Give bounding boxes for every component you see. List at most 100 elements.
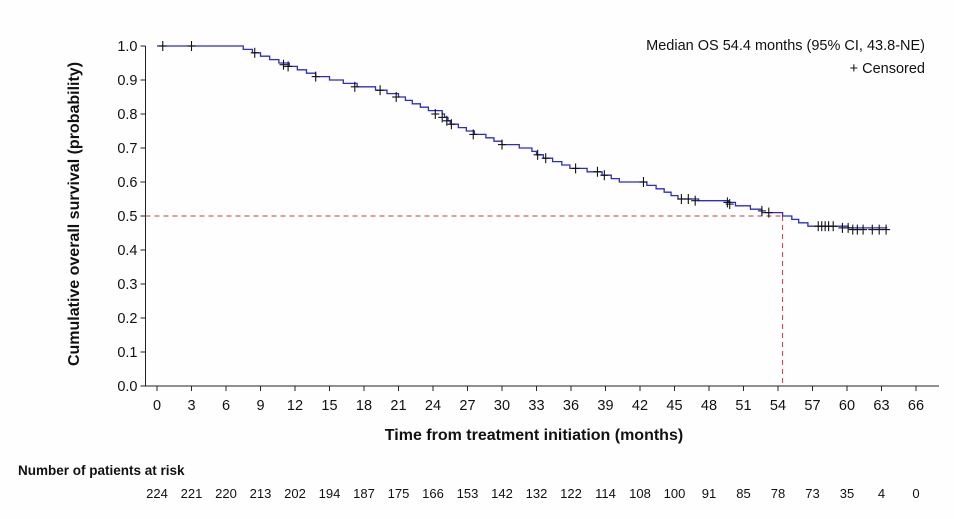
y-tick-label: 0.6 [117, 175, 137, 191]
median-reference-lines [145, 215, 784, 386]
risk-value: 4 [878, 486, 885, 501]
censored-marker [533, 149, 542, 160]
censored-marker [498, 139, 506, 150]
x-tick-label: 39 [597, 398, 613, 414]
y-tick-label: 0.4 [117, 243, 137, 259]
censored-marker [541, 153, 550, 164]
x-tick-label: 54 [770, 398, 786, 414]
x-axis-title: Time from treatment initiation (months) [385, 427, 683, 444]
x-tick-label: 18 [356, 398, 372, 414]
risk-value: 220 [215, 486, 237, 501]
censored-marker [447, 119, 456, 130]
risk-value: 202 [284, 486, 306, 501]
risk-value: 91 [702, 486, 716, 501]
x-tick-label: 63 [873, 398, 889, 414]
censored-marker [844, 222, 853, 233]
risk-table-title: Number of patients at risk [18, 463, 185, 478]
x-tick-label: 48 [701, 398, 717, 414]
x-tick-label: 60 [839, 398, 855, 414]
censored-marker [639, 177, 648, 187]
censored-marker [691, 195, 700, 206]
risk-value: 221 [181, 486, 203, 501]
risk-value: 0 [912, 486, 919, 501]
censored-marker [677, 194, 686, 204]
y-tick-label: 0.9 [117, 73, 137, 89]
censored-marker [284, 61, 293, 72]
x-tick-label: 42 [632, 398, 648, 414]
y-tick-label: 0.2 [117, 311, 137, 327]
chart-annotation-median: Median OS 54.4 months (95% CI, 43.8-NE) [646, 38, 925, 54]
risk-value: 78 [771, 486, 785, 501]
x-tick-label: 66 [908, 398, 924, 414]
risk-value: 114 [595, 486, 616, 501]
x-tick-label: 15 [321, 398, 337, 414]
risk-value: 85 [736, 486, 750, 501]
x-tick-label: 51 [735, 398, 751, 414]
censored-marker [187, 41, 196, 51]
censored-marker [859, 224, 868, 235]
y-tick-label: 0.7 [117, 141, 137, 157]
x-tick-label: 3 [187, 398, 195, 414]
risk-value: 153 [457, 486, 479, 501]
censored-marker [442, 115, 451, 126]
censored-marker [438, 112, 447, 123]
risk-value: 166 [422, 486, 444, 501]
censored-marker [868, 224, 877, 235]
censored-marker [376, 85, 385, 96]
censored-marker [392, 92, 401, 102]
x-tick-label: 33 [528, 398, 544, 414]
censored-marker [350, 81, 359, 92]
y-tick-label: 0.8 [117, 107, 137, 123]
censored-marker [158, 41, 167, 51]
y-axis-title: Cumulative overall survival (probability… [66, 62, 83, 366]
x-tick-label: 30 [494, 398, 510, 414]
x-tick-label: 9 [256, 398, 264, 414]
censored-markers [158, 41, 891, 235]
x-tick-label: 0 [153, 398, 161, 414]
survival-curve [157, 45, 888, 229]
risk-value: 142 [491, 486, 513, 501]
x-tick-label: 6 [222, 398, 230, 414]
x-tick-label: 24 [425, 398, 441, 414]
risk-value: 187 [353, 486, 375, 501]
risk-value: 213 [250, 486, 272, 501]
risk-value: 132 [526, 486, 548, 501]
censored-marker [600, 170, 609, 181]
censored-marker [684, 194, 693, 204]
risk-value: 73 [805, 486, 819, 501]
censored-marker [311, 71, 320, 82]
plot-axes: 0.00.10.20.30.40.50.60.70.80.91.00 3 6 9 12 1… [117, 39, 939, 414]
y-tick-label: 1.0 [117, 39, 137, 55]
censored-marker [469, 129, 478, 140]
x-tick-label: 27 [459, 398, 475, 414]
censored-marker [875, 224, 884, 235]
risk-value: 194 [319, 486, 341, 501]
x-tick-label: 45 [666, 398, 682, 414]
x-tick-label: 36 [563, 398, 579, 414]
censored-marker [571, 163, 580, 174]
y-tick-label: 0.5 [117, 209, 137, 225]
risk-value: 122 [560, 486, 582, 501]
risk-table-values: 224 221 220 213 202 194 187 175 166 153 142 132 122 1… [146, 486, 919, 501]
x-tick-label: 57 [804, 398, 820, 414]
y-tick-label: 0.1 [117, 345, 137, 361]
x-tick-label: 12 [287, 398, 303, 414]
y-tick-label: 0.3 [117, 277, 137, 293]
censored-marker [829, 221, 838, 232]
censored-marker [764, 207, 773, 218]
y-tick-label: 0.0 [117, 379, 137, 395]
censored-marker [279, 59, 288, 70]
survival-series [157, 45, 888, 229]
censored-marker [725, 199, 734, 210]
censored-marker [593, 166, 602, 177]
censored-marker [882, 224, 891, 235]
censored-marker [757, 205, 766, 216]
risk-value: 108 [629, 486, 651, 501]
risk-value: 224 [146, 486, 168, 501]
risk-value: 100 [664, 486, 686, 501]
legend-censored: + Censored [850, 61, 925, 77]
risk-value: 35 [840, 486, 854, 501]
risk-value: 175 [388, 486, 410, 501]
x-tick-label: 21 [390, 398, 406, 414]
